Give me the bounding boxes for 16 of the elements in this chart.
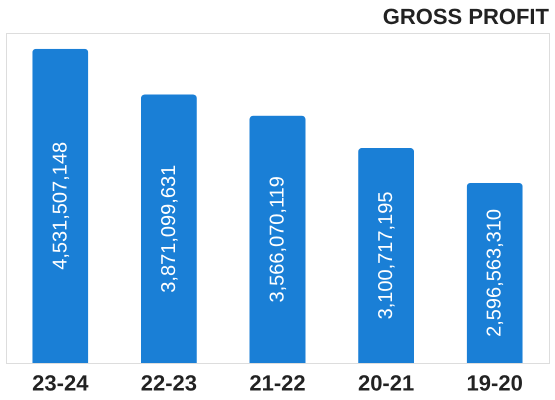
x-tick-label: 20-21 (358, 370, 414, 396)
data-label: 3,566,070,119 (266, 176, 288, 303)
bar (466, 182, 523, 363)
chart-title: GROSS PROFIT (382, 4, 550, 29)
bar (140, 94, 197, 363)
data-label: 3,100,717,195 (375, 192, 398, 320)
x-tick-label: 22-23 (140, 370, 198, 396)
x-tick-label: 23-24 (32, 370, 90, 396)
data-label: 4,531,507,148 (49, 142, 72, 270)
bar (358, 148, 414, 363)
bar (32, 48, 88, 363)
data-label: 3,871,099,631 (158, 164, 180, 293)
data-label: 2,596,563,310 (484, 209, 506, 337)
bar (250, 116, 306, 363)
x-tick-label: 21-22 (249, 370, 306, 396)
x-tick-label: 19-20 (466, 370, 523, 396)
